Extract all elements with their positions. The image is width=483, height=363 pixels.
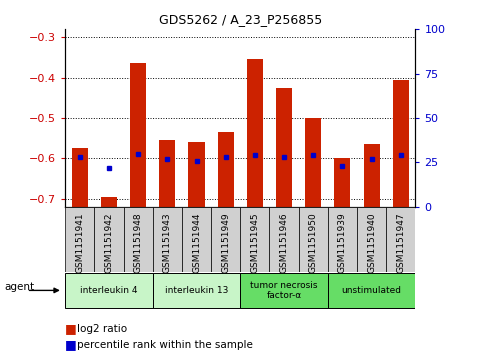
Text: log2 ratio: log2 ratio <box>77 323 128 334</box>
FancyBboxPatch shape <box>211 207 241 272</box>
Bar <box>188 142 204 207</box>
Bar <box>364 144 380 207</box>
Text: GSM1151948: GSM1151948 <box>134 212 142 273</box>
Bar <box>218 132 234 207</box>
Text: GSM1151940: GSM1151940 <box>367 212 376 273</box>
Text: GSM1151943: GSM1151943 <box>163 212 172 273</box>
Bar <box>101 197 117 207</box>
Text: GSM1151945: GSM1151945 <box>250 212 259 273</box>
Text: GSM1151944: GSM1151944 <box>192 212 201 273</box>
FancyBboxPatch shape <box>298 207 328 272</box>
Bar <box>247 60 263 207</box>
FancyBboxPatch shape <box>241 273 328 308</box>
Text: GSM1151942: GSM1151942 <box>104 212 114 273</box>
Text: GSM1151941: GSM1151941 <box>75 212 85 273</box>
FancyBboxPatch shape <box>328 207 357 272</box>
Bar <box>393 79 409 207</box>
Text: unstimulated: unstimulated <box>341 286 401 295</box>
FancyBboxPatch shape <box>270 207 298 272</box>
FancyBboxPatch shape <box>65 207 94 272</box>
Text: GSM1151946: GSM1151946 <box>280 212 288 273</box>
FancyBboxPatch shape <box>124 207 153 272</box>
Text: agent: agent <box>5 282 35 292</box>
Bar <box>159 140 175 207</box>
Text: ■: ■ <box>65 322 77 335</box>
Bar <box>276 87 292 207</box>
FancyBboxPatch shape <box>357 207 386 272</box>
Bar <box>334 158 351 207</box>
Bar <box>130 64 146 207</box>
FancyBboxPatch shape <box>94 207 124 272</box>
Text: GSM1151949: GSM1151949 <box>221 212 230 273</box>
FancyBboxPatch shape <box>386 207 415 272</box>
FancyBboxPatch shape <box>65 273 153 308</box>
Text: tumor necrosis
factor-α: tumor necrosis factor-α <box>250 281 318 300</box>
FancyBboxPatch shape <box>328 273 415 308</box>
Text: GSM1151950: GSM1151950 <box>309 212 318 273</box>
FancyBboxPatch shape <box>153 207 182 272</box>
Bar <box>72 148 88 207</box>
Text: GSM1151939: GSM1151939 <box>338 212 347 273</box>
Title: GDS5262 / A_23_P256855: GDS5262 / A_23_P256855 <box>159 13 322 26</box>
Text: interleukin 4: interleukin 4 <box>80 286 138 295</box>
FancyBboxPatch shape <box>153 273 241 308</box>
Text: interleukin 13: interleukin 13 <box>165 286 228 295</box>
Text: percentile rank within the sample: percentile rank within the sample <box>77 340 253 350</box>
Bar <box>305 118 321 207</box>
Text: ■: ■ <box>65 338 77 351</box>
FancyBboxPatch shape <box>241 207 270 272</box>
FancyBboxPatch shape <box>182 207 211 272</box>
Text: GSM1151947: GSM1151947 <box>396 212 405 273</box>
